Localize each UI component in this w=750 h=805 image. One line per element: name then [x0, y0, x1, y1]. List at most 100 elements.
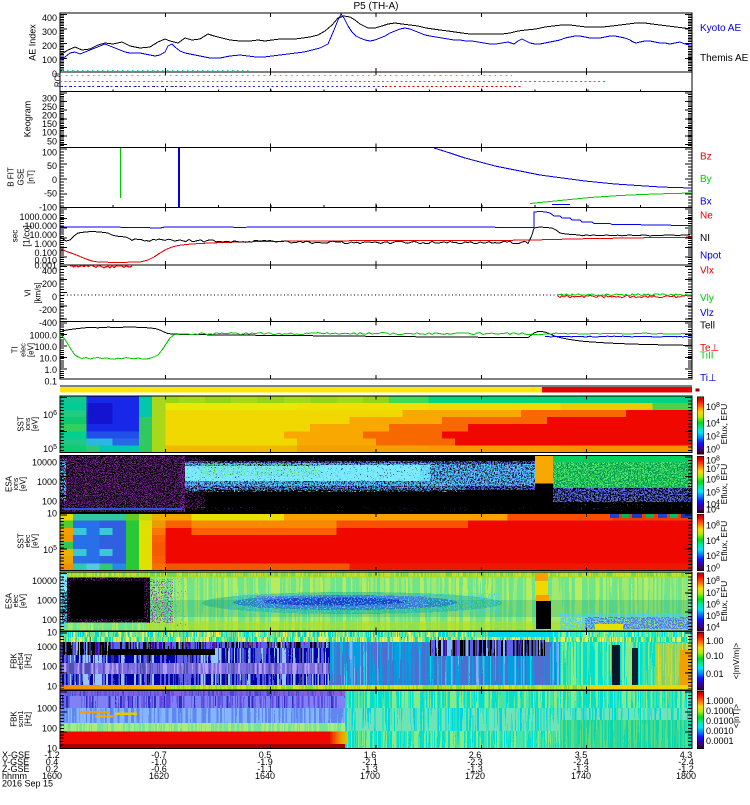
svg-text:P5 (TH-A): P5 (TH-A): [354, 1, 399, 12]
svg-text:[1/cc]: [1/cc]: [21, 225, 31, 247]
svg-text:100.0: 100.0: [34, 342, 57, 352]
svg-text:0.0001: 0.0001: [706, 736, 734, 746]
svg-text:2.6: 2.6: [469, 750, 482, 760]
svg-text:1000: 1000: [37, 595, 57, 605]
svg-text:2016 Sep 15: 2016 Sep 15: [2, 779, 53, 789]
svg-text:400: 400: [42, 13, 57, 23]
svg-text:-1.0: -1.0: [151, 757, 167, 767]
svg-text:Vly: Vly: [700, 293, 714, 304]
svg-text:1.0: 1.0: [44, 365, 57, 375]
svg-text:Keogram: Keogram: [22, 101, 32, 138]
svg-text:[eV]: [eV]: [27, 343, 36, 357]
svg-text:50: 50: [47, 161, 57, 171]
svg-text:By: By: [700, 174, 712, 185]
svg-text:10.000: 10.000: [29, 230, 57, 240]
svg-text:200: 200: [42, 279, 57, 289]
svg-text:Bx: Bx: [700, 196, 712, 207]
svg-text:150: 150: [42, 119, 57, 129]
svg-text:Vl: Vl: [24, 289, 33, 296]
svg-text:-400: -400: [39, 318, 57, 328]
svg-text:1600: 1600: [42, 771, 62, 781]
svg-text:[eV]: [eV]: [31, 534, 40, 548]
svg-text:FBK: FBK: [10, 653, 19, 669]
svg-text:[Hz]: [Hz]: [24, 654, 33, 668]
svg-text:Te⊥: Te⊥: [700, 343, 719, 354]
svg-text:0: 0: [52, 175, 57, 185]
svg-text:1000.000: 1000.000: [19, 212, 57, 222]
svg-text:Eflux, EFU: Eflux, EFU: [719, 581, 729, 622]
svg-text:250: 250: [42, 102, 57, 112]
svg-text:scm1: scm1: [18, 711, 25, 728]
svg-text:106: 106: [706, 600, 720, 610]
svg-text:10: 10: [47, 681, 57, 691]
svg-text:4.3: 4.3: [680, 750, 693, 760]
svg-text:105: 105: [706, 488, 720, 498]
svg-text:-2.4: -2.4: [678, 757, 694, 767]
svg-text:200: 200: [42, 41, 57, 51]
svg-text:10.0: 10.0: [39, 353, 57, 363]
svg-text:ESA: ESA: [5, 592, 14, 609]
svg-text:102: 102: [706, 551, 720, 561]
svg-text:100: 100: [42, 128, 57, 138]
svg-text:106: 106: [706, 475, 720, 485]
svg-text:Npot: Npot: [700, 250, 721, 261]
svg-text:X-GSE: X-GSE: [2, 750, 30, 760]
svg-text:105: 105: [43, 545, 57, 555]
svg-text:1720: 1720: [465, 771, 485, 781]
svg-text:0.5: 0.5: [259, 750, 272, 760]
svg-text:<|mV/m|>: <|mV/m|>: [731, 643, 741, 680]
svg-text:-1.9: -1.9: [257, 757, 273, 767]
svg-text:-2.1: -2.1: [362, 757, 378, 767]
svg-text:TiII: TiII: [700, 350, 714, 361]
svg-text:0: 0: [52, 292, 57, 302]
svg-text:B FIT: B FIT: [7, 167, 16, 187]
svg-text:1000: 1000: [37, 642, 57, 652]
svg-text:106: 106: [43, 410, 57, 420]
svg-text:0.0010: 0.0010: [706, 726, 734, 736]
svg-text:sec: sec: [11, 230, 20, 242]
svg-text:elec: elec: [25, 534, 32, 547]
svg-text:1700: 1700: [360, 771, 380, 781]
svg-text:elec: elec: [18, 343, 27, 357]
svg-text:Eflux, EFU: Eflux, EFU: [719, 464, 729, 505]
svg-text:-50: -50: [44, 189, 57, 199]
svg-text:104: 104: [706, 536, 720, 546]
svg-text:1740: 1740: [571, 771, 591, 781]
svg-text:-1.2: -1.2: [678, 764, 694, 774]
svg-text:0.2: 0.2: [46, 764, 59, 774]
svg-text:elec: elec: [13, 594, 20, 607]
svg-text:[eV]: [eV]: [19, 477, 28, 491]
svg-text:1.00: 1.00: [706, 636, 724, 646]
svg-text:105: 105: [706, 611, 720, 621]
svg-text:0.4: 0.4: [46, 757, 59, 767]
svg-text:<|nT|>: <|nT|>: [731, 704, 741, 728]
svg-text:ESA: ESA: [5, 475, 14, 492]
svg-text:[Hz]: [Hz]: [24, 712, 33, 726]
svg-text:10: 10: [47, 743, 57, 753]
svg-text:100: 100: [706, 564, 720, 574]
svg-text:100: 100: [706, 445, 720, 455]
svg-text:108: 108: [706, 456, 720, 466]
svg-text:104: 104: [706, 500, 720, 510]
svg-text:ions: ions: [25, 417, 32, 430]
svg-text:-1.1: -1.1: [257, 764, 273, 774]
svg-text:300: 300: [42, 93, 57, 103]
svg-text:100: 100: [42, 55, 57, 65]
svg-text:Eflux, EFU: Eflux, EFU: [719, 404, 729, 445]
svg-text:Ne: Ne: [700, 210, 713, 221]
svg-text:300: 300: [42, 27, 57, 37]
svg-text:Bz: Bz: [700, 151, 712, 162]
svg-text:104: 104: [706, 623, 720, 633]
svg-text:1.000: 1.000: [34, 239, 57, 249]
svg-text:Tell: Tell: [700, 320, 715, 331]
svg-text:104: 104: [706, 505, 720, 515]
svg-text:-100: -100: [39, 202, 57, 212]
svg-text:Y-GSE: Y-GSE: [2, 757, 29, 767]
svg-text:[km/s]: [km/s]: [34, 282, 43, 303]
svg-text:10: 10: [47, 508, 57, 518]
svg-text:0: 0: [52, 69, 57, 79]
svg-text:Vlz: Vlz: [700, 308, 714, 319]
svg-text:200: 200: [42, 110, 57, 120]
svg-text:0.0100: 0.0100: [706, 716, 734, 726]
svg-text:FBK: FBK: [10, 711, 19, 727]
